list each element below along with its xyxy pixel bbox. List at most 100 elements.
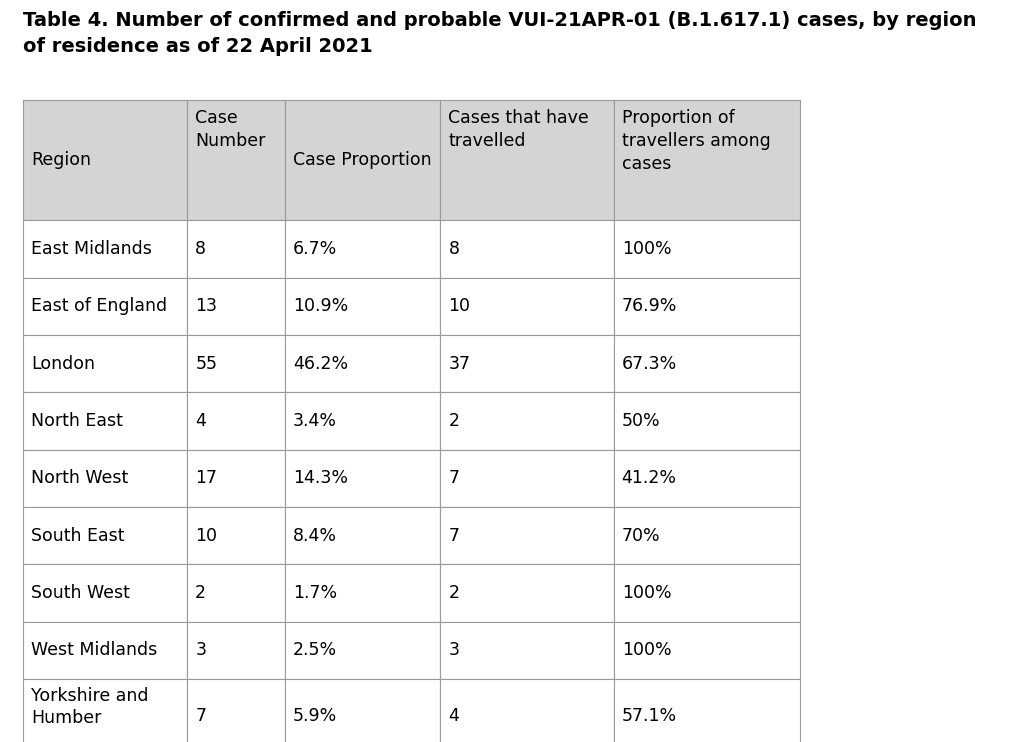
Bar xyxy=(187,100,285,220)
Text: 7: 7 xyxy=(449,470,460,487)
Text: East of England: East of England xyxy=(30,298,167,315)
Text: Table 4. Number of confirmed and probable VUI-21APR-01 (B.1.617.1) cases, by reg: Table 4. Number of confirmed and probabl… xyxy=(22,11,977,30)
Bar xyxy=(441,335,614,393)
Bar xyxy=(614,220,800,278)
Text: 76.9%: 76.9% xyxy=(622,298,677,315)
Text: 2: 2 xyxy=(449,584,460,602)
Bar xyxy=(614,393,800,450)
Text: 41.2%: 41.2% xyxy=(622,470,677,487)
Text: 100%: 100% xyxy=(622,240,672,258)
Text: 50%: 50% xyxy=(622,412,660,430)
Bar xyxy=(22,565,187,622)
Text: 70%: 70% xyxy=(622,527,660,545)
Text: Yorkshire and
Humber: Yorkshire and Humber xyxy=(30,686,148,727)
Bar xyxy=(614,278,800,335)
Text: 8: 8 xyxy=(449,240,460,258)
Text: Cases that have
travelled: Cases that have travelled xyxy=(449,109,590,150)
Bar xyxy=(22,679,187,742)
Text: 57.1%: 57.1% xyxy=(622,707,677,725)
Bar xyxy=(614,622,800,679)
Bar xyxy=(22,507,187,565)
Bar xyxy=(614,507,800,565)
Bar xyxy=(285,450,441,507)
Text: 3: 3 xyxy=(196,642,207,660)
Text: 10: 10 xyxy=(196,527,217,545)
Text: Case Proportion: Case Proportion xyxy=(293,151,432,169)
Bar xyxy=(285,220,441,278)
Bar xyxy=(441,220,614,278)
Text: 4: 4 xyxy=(196,412,206,430)
Text: 55: 55 xyxy=(196,355,217,372)
Bar xyxy=(441,393,614,450)
Bar xyxy=(285,622,441,679)
Text: 37: 37 xyxy=(449,355,470,372)
Bar xyxy=(441,100,614,220)
Bar xyxy=(441,507,614,565)
Text: 14.3%: 14.3% xyxy=(293,470,347,487)
Bar xyxy=(187,565,285,622)
Text: 6.7%: 6.7% xyxy=(293,240,337,258)
Text: 8: 8 xyxy=(196,240,207,258)
Text: 7: 7 xyxy=(449,527,460,545)
Bar xyxy=(614,450,800,507)
Bar xyxy=(22,278,187,335)
Bar xyxy=(22,393,187,450)
Bar xyxy=(441,565,614,622)
Text: 10.9%: 10.9% xyxy=(293,298,348,315)
Text: 100%: 100% xyxy=(622,584,672,602)
Text: of residence as of 22 April 2021: of residence as of 22 April 2021 xyxy=(22,37,373,56)
Text: 67.3%: 67.3% xyxy=(622,355,677,372)
Text: Region: Region xyxy=(30,151,91,169)
Text: Proportion of
travellers among
cases: Proportion of travellers among cases xyxy=(622,109,771,173)
Bar xyxy=(441,278,614,335)
Bar xyxy=(614,565,800,622)
Bar xyxy=(187,393,285,450)
Text: West Midlands: West Midlands xyxy=(30,642,157,660)
Bar xyxy=(285,507,441,565)
Bar xyxy=(285,393,441,450)
Bar xyxy=(22,220,187,278)
Text: 2.5%: 2.5% xyxy=(293,642,337,660)
Text: North East: North East xyxy=(30,412,123,430)
Text: 3: 3 xyxy=(449,642,460,660)
Bar xyxy=(441,622,614,679)
Bar xyxy=(22,100,187,220)
Text: 17: 17 xyxy=(196,470,217,487)
Text: 100%: 100% xyxy=(622,642,672,660)
Text: South East: South East xyxy=(30,527,125,545)
Bar xyxy=(187,450,285,507)
Bar xyxy=(22,450,187,507)
Bar xyxy=(187,220,285,278)
Bar xyxy=(285,335,441,393)
Bar xyxy=(614,335,800,393)
Text: North West: North West xyxy=(30,470,128,487)
Text: Case
Number: Case Number xyxy=(196,109,265,150)
Bar xyxy=(285,100,441,220)
Bar xyxy=(187,335,285,393)
Text: 5.9%: 5.9% xyxy=(293,707,337,725)
Text: South West: South West xyxy=(30,584,130,602)
Bar xyxy=(187,507,285,565)
Bar xyxy=(441,450,614,507)
Text: London: London xyxy=(30,355,95,372)
Bar xyxy=(285,565,441,622)
Bar xyxy=(187,278,285,335)
Bar xyxy=(22,335,187,393)
Text: 3.4%: 3.4% xyxy=(293,412,337,430)
Text: 7: 7 xyxy=(196,707,207,725)
Bar xyxy=(187,679,285,742)
Text: East Midlands: East Midlands xyxy=(30,240,152,258)
Text: 10: 10 xyxy=(449,298,470,315)
Bar xyxy=(614,679,800,742)
Text: 2: 2 xyxy=(449,412,460,430)
Text: 1.7%: 1.7% xyxy=(293,584,337,602)
Bar xyxy=(187,622,285,679)
Bar xyxy=(614,100,800,220)
Bar xyxy=(22,622,187,679)
Text: 8.4%: 8.4% xyxy=(293,527,337,545)
Text: 13: 13 xyxy=(196,298,217,315)
Bar xyxy=(441,679,614,742)
Bar xyxy=(285,278,441,335)
Bar xyxy=(285,679,441,742)
Text: 46.2%: 46.2% xyxy=(293,355,348,372)
